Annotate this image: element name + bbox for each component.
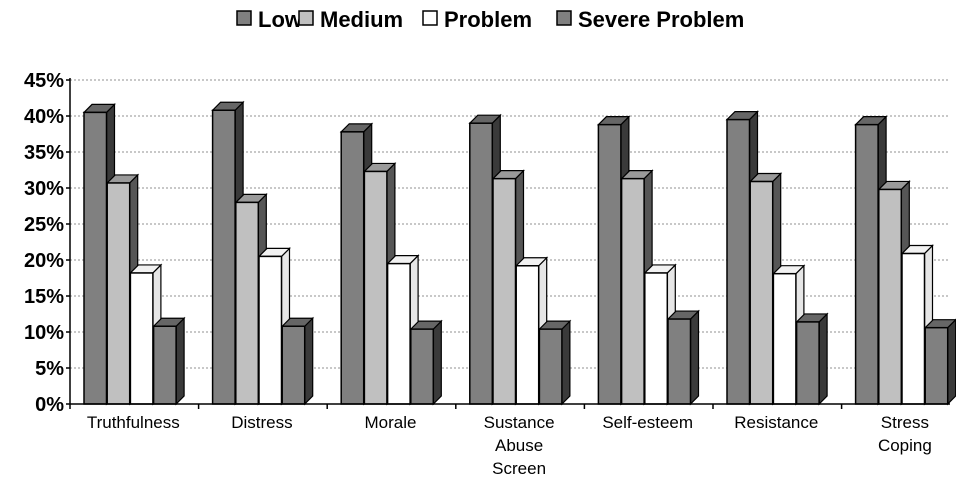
bar-front	[83, 111, 108, 405]
bar-side	[689, 309, 700, 406]
legend-label: Problem	[444, 7, 532, 32]
x-axis-category-labels: Truthfulness Distress Morale Sustance Abuse S…	[87, 413, 932, 478]
bar	[280, 316, 315, 406]
y-tick-label: 35%	[24, 142, 64, 164]
bar-side	[304, 316, 314, 406]
bar	[795, 312, 829, 406]
y-tick-label: 15%	[24, 286, 64, 308]
bar	[409, 319, 443, 406]
category-label: Abuse	[495, 436, 543, 455]
bar-side	[561, 319, 571, 406]
bar-front	[749, 180, 774, 405]
y-tick-label: 30%	[24, 178, 64, 200]
bar-front	[281, 325, 306, 405]
bar-front	[211, 109, 236, 405]
legend-swatch	[236, 10, 252, 26]
bar-front	[924, 326, 949, 405]
bar-front	[901, 252, 926, 405]
legend-item: Medium	[298, 7, 403, 32]
category-label: Truthfulness	[87, 413, 180, 432]
bar	[537, 319, 572, 406]
y-axis-tick-labels: 0% 5% 10% 15% 20% 25% 30% 35% 40% 45%	[24, 70, 64, 416]
bar-front	[878, 188, 903, 405]
category-label: Sustance	[484, 413, 555, 432]
bar-front	[667, 318, 692, 405]
legend: Low Medium Problem Severe Problem	[236, 7, 744, 32]
category-label: Morale	[365, 413, 417, 432]
y-tick-label: 40%	[24, 106, 64, 128]
bar-front	[795, 321, 820, 405]
category-label: Distress	[231, 413, 292, 432]
bar-front	[258, 255, 283, 405]
bar-front	[469, 122, 494, 405]
legend-label: Low	[258, 7, 303, 32]
bar-front	[854, 123, 879, 405]
bar	[923, 318, 956, 406]
bar-front	[129, 272, 154, 405]
bar	[152, 316, 186, 406]
bar-front	[644, 272, 669, 405]
legend-swatch	[298, 10, 314, 26]
bar-front	[363, 170, 388, 405]
bar-side	[818, 312, 828, 406]
legend-swatch	[422, 10, 438, 26]
bar-front	[515, 265, 540, 405]
bar-front	[235, 201, 260, 405]
y-tick-label: 45%	[24, 70, 64, 92]
legend-label: Medium	[320, 7, 403, 32]
legend-label: Severe Problem	[578, 7, 744, 32]
legend-swatch	[556, 10, 572, 26]
bars	[82, 100, 956, 406]
category-label: Screen	[492, 459, 546, 478]
bar-front	[340, 131, 365, 405]
bar-front	[410, 328, 435, 405]
y-tick-label: 20%	[24, 250, 64, 272]
category-label: Stress	[881, 413, 929, 432]
category-label: Coping	[878, 436, 932, 455]
bar-front	[492, 177, 517, 405]
y-tick-label: 25%	[24, 214, 64, 236]
bar-front	[386, 262, 411, 405]
bar-side	[432, 319, 442, 406]
bar-front	[538, 328, 563, 405]
y-tick-label: 5%	[35, 358, 64, 380]
bar-front	[620, 177, 645, 405]
bar-front	[726, 118, 751, 405]
bar-front	[152, 325, 177, 405]
axes	[66, 78, 950, 409]
bar	[666, 309, 700, 406]
category-label: Resistance	[734, 413, 818, 432]
legend-item: Severe Problem	[556, 7, 744, 32]
bar-front	[597, 123, 622, 405]
legend-item: Problem	[422, 7, 532, 32]
legend-item: Low	[236, 7, 303, 32]
bar-side	[947, 318, 956, 406]
bar-front	[772, 272, 797, 405]
y-tick-label: 10%	[24, 322, 64, 344]
category-label: Self-esteem	[602, 413, 693, 432]
bar-side	[175, 316, 185, 406]
bar-front	[106, 182, 131, 405]
y-tick-label: 0%	[35, 394, 64, 416]
